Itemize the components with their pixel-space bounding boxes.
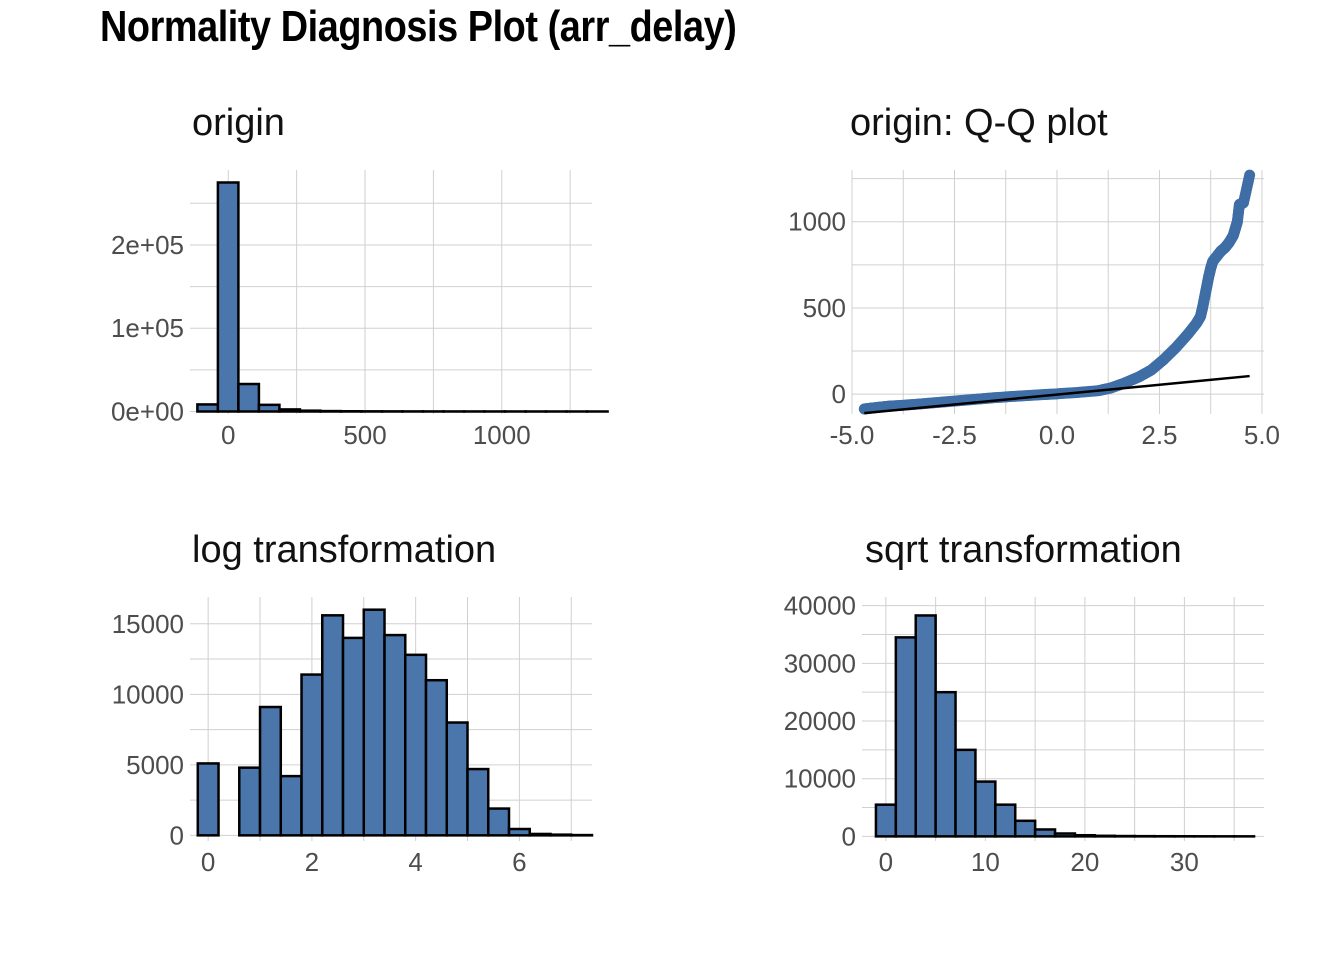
y-tick-label: 0: [170, 820, 184, 850]
y-tick-label: 10000: [112, 679, 184, 709]
y-tick-label: 40000: [784, 591, 856, 621]
histogram-bar: [196, 762, 220, 837]
x-tick-label: 5.0: [1244, 420, 1280, 450]
histogram-bar: [528, 832, 552, 837]
chart-panel-3: log transformation 0 2 4 6 0 5000 10000 15000: [112, 529, 594, 877]
histogram-bar: [894, 636, 917, 838]
histogram-bar: [1033, 828, 1057, 838]
y-tick-label: 500: [803, 293, 846, 323]
histogram-bar: [549, 833, 573, 837]
histogram-bar: [934, 690, 957, 838]
histogram-bar: [300, 673, 324, 837]
x-tick-label: 0: [879, 847, 893, 877]
y-tick-label: 20000: [784, 706, 856, 736]
histogram-bar: [404, 653, 428, 837]
histogram-bar: [1073, 833, 1097, 838]
x-tick-label: 2.5: [1141, 420, 1177, 450]
histogram-bar: [362, 608, 386, 837]
histogram-bar: [298, 409, 322, 413]
panel-title: origin: Q-Q plot: [850, 102, 1108, 144]
x-tick-label: 10: [971, 847, 1000, 877]
x-tick-label: 6: [512, 847, 526, 877]
histogram-bar: [257, 403, 281, 413]
y-tick-label: 0: [832, 379, 846, 409]
histogram-bar: [445, 721, 469, 837]
histogram-bar: [974, 780, 997, 838]
qq-reference-line: [864, 374, 1250, 415]
chart-panel-1: origin 0 500 1000 0e+00 1e+05 2e+05: [111, 102, 609, 450]
panel-title: log transformation: [192, 529, 496, 571]
histogram-bar: [279, 774, 303, 837]
histogram-bar: [237, 382, 261, 413]
chart-panel-2: origin: Q-Q plot -5.0 -2.5 0.0 2.5 5.0 0 500 100…: [788, 102, 1280, 450]
y-tick-label: 0e+00: [111, 397, 184, 427]
chart-panel-4: sqrt transformation 0 10 20 30 0 10000 20000 300…: [784, 529, 1264, 877]
y-tick-label: 30000: [784, 648, 856, 678]
y-tick-label: 1e+05: [111, 313, 184, 343]
qq-point: [1244, 169, 1256, 181]
histogram-bar: [994, 803, 1017, 838]
histogram-bar: [954, 748, 977, 838]
histogram-bar: [914, 614, 937, 838]
x-tick-label: -2.5: [932, 420, 977, 450]
histogram-bar: [1053, 832, 1077, 838]
histogram-bar: [507, 827, 532, 837]
panel-title: origin: [192, 102, 285, 144]
y-tick-label: 2e+05: [111, 230, 184, 260]
histogram-bar: [238, 766, 262, 837]
y-tick-label: 0: [842, 821, 856, 851]
histogram-bar: [258, 705, 283, 837]
x-tick-label: 0.0: [1039, 420, 1075, 450]
histogram-bar: [341, 636, 366, 837]
x-tick-label: 2: [305, 847, 319, 877]
x-tick-label: 20: [1070, 847, 1099, 877]
histogram-bar: [383, 633, 407, 837]
histogram-bar: [466, 767, 490, 837]
page-title: Normality Diagnosis Plot (arr_delay): [100, 2, 737, 51]
histogram-bar: [1013, 819, 1037, 838]
x-tick-label: 500: [343, 420, 386, 450]
y-tick-label: 1000: [788, 207, 846, 237]
histogram-bar: [1093, 834, 1116, 838]
histogram-bar: [321, 614, 345, 837]
histogram-bar: [196, 403, 220, 413]
y-tick-label: 5000: [126, 750, 184, 780]
x-tick-label: 30: [1170, 847, 1199, 877]
y-tick-label: 10000: [784, 764, 856, 794]
histogram-bar: [278, 408, 302, 413]
x-tick-label: -5.0: [830, 420, 875, 450]
y-tick-label: 15000: [112, 609, 184, 639]
x-tick-label: 4: [408, 847, 422, 877]
x-tick-label: 0: [221, 420, 235, 450]
histogram-bar: [487, 807, 511, 837]
histogram-bar: [424, 678, 449, 837]
histogram-bar: [874, 803, 898, 838]
x-tick-label: 0: [201, 847, 215, 877]
x-tick-label: 1000: [473, 420, 531, 450]
histogram-bar: [216, 181, 240, 413]
panel-title: sqrt transformation: [865, 529, 1182, 571]
